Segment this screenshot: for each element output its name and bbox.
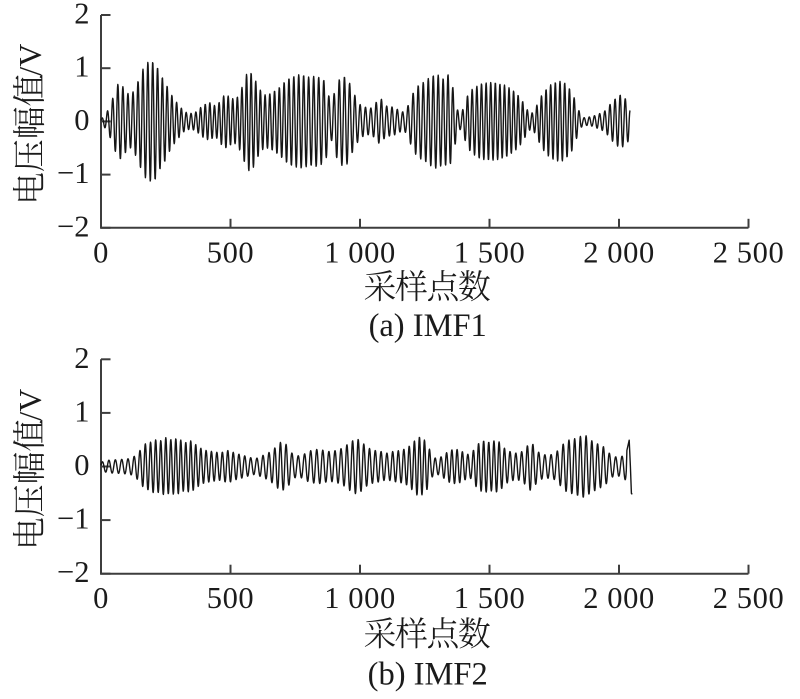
- svg-text:2 500: 2 500: [713, 581, 785, 615]
- svg-text:/V: /V: [12, 44, 48, 76]
- svg-text:2: 2: [74, 0, 89, 31]
- svg-text:−2: −2: [57, 209, 89, 243]
- svg-text:500: 500: [207, 236, 255, 270]
- svg-text:/V: /V: [12, 389, 48, 421]
- svg-text:2: 2: [74, 341, 89, 375]
- svg-text:0: 0: [93, 236, 109, 270]
- svg-text:1 000: 1 000: [324, 581, 396, 615]
- svg-text:(b) IMF2: (b) IMF2: [368, 656, 488, 692]
- svg-text:0: 0: [74, 103, 89, 137]
- svg-text:2 000: 2 000: [583, 236, 655, 270]
- svg-text:0: 0: [74, 448, 89, 482]
- svg-text:1 500: 1 500: [454, 236, 526, 270]
- svg-text:2 000: 2 000: [583, 581, 655, 615]
- svg-text:500: 500: [207, 581, 255, 615]
- svg-text:1 000: 1 000: [324, 236, 396, 270]
- svg-text:(a) IMF1: (a) IMF1: [369, 308, 487, 344]
- svg-text:1 500: 1 500: [454, 581, 526, 615]
- svg-text:−2: −2: [57, 555, 89, 589]
- svg-text:1: 1: [74, 394, 89, 428]
- svg-text:−1: −1: [57, 502, 89, 536]
- svg-text:2 500: 2 500: [713, 236, 785, 270]
- svg-text:1: 1: [74, 50, 89, 84]
- svg-text:0: 0: [93, 581, 109, 615]
- svg-text:−1: −1: [57, 156, 89, 190]
